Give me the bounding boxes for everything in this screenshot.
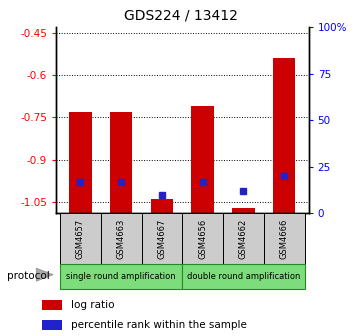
Text: GDS224 / 13412: GDS224 / 13412	[123, 8, 238, 23]
Bar	[43, 300, 61, 310]
Bar	[60, 213, 101, 264]
Text: GSM4662: GSM4662	[239, 218, 248, 259]
Bar	[232, 208, 255, 213]
Bar	[101, 213, 142, 264]
Bar	[142, 213, 182, 264]
Bar	[182, 264, 305, 289]
Text: GSM4657: GSM4657	[76, 218, 85, 259]
Text: GSM4656: GSM4656	[198, 218, 207, 259]
Bar	[273, 58, 295, 213]
Text: percentile rank within the sample: percentile rank within the sample	[71, 320, 247, 330]
Bar	[264, 213, 305, 264]
Bar	[110, 112, 132, 213]
Bar	[43, 320, 61, 331]
Text: GSM4663: GSM4663	[117, 218, 126, 259]
Text: double round amplification: double round amplification	[187, 272, 300, 281]
Text: single round amplification: single round amplification	[66, 272, 176, 281]
Bar	[69, 112, 92, 213]
Text: protocol: protocol	[7, 271, 50, 281]
Polygon shape	[36, 268, 53, 281]
Bar	[151, 199, 173, 213]
Text: GSM4666: GSM4666	[280, 218, 289, 259]
Bar	[60, 264, 182, 289]
Bar	[223, 213, 264, 264]
Bar	[191, 106, 214, 213]
Text: log ratio: log ratio	[71, 300, 114, 310]
Bar	[182, 213, 223, 264]
Text: GSM4667: GSM4667	[157, 218, 166, 259]
